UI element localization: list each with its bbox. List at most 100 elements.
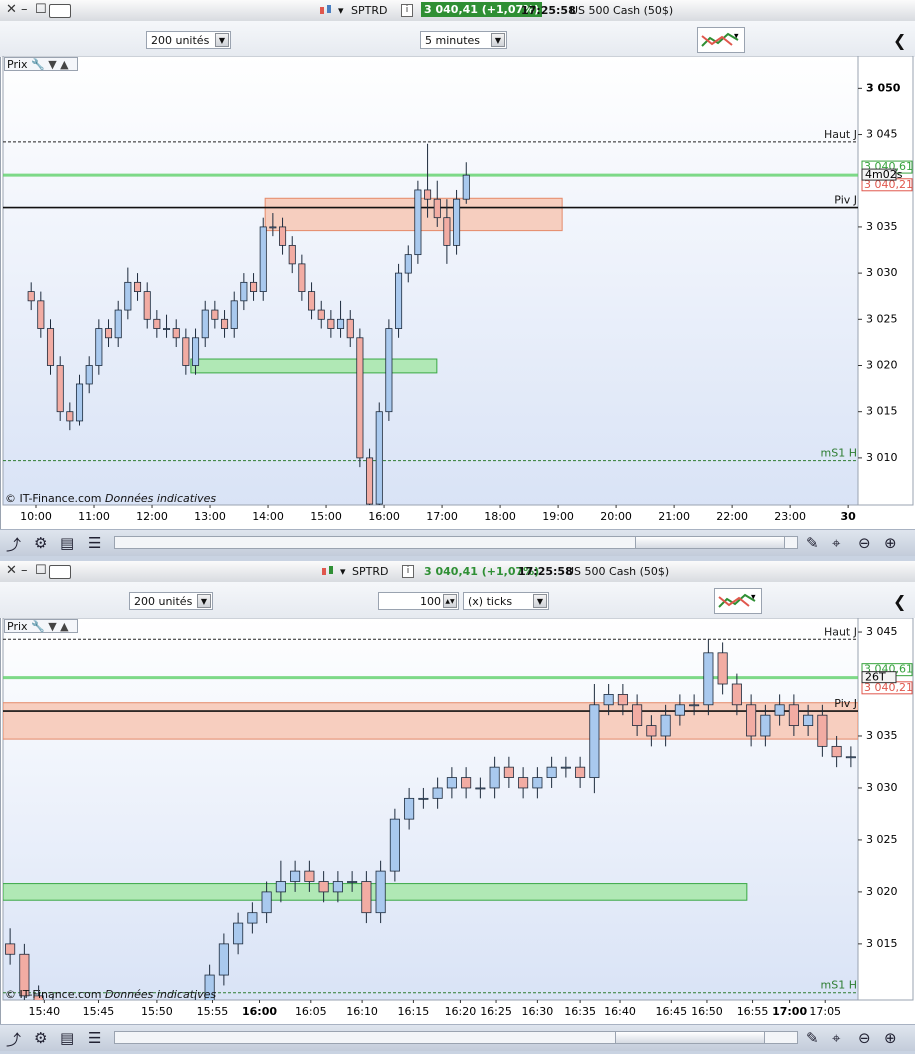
countdown: 26T — [865, 671, 886, 684]
period-dropdown[interactable]: 5 minutes ▼ — [420, 31, 507, 49]
candle-body — [575, 766, 586, 778]
period-dropdown[interactable]: (x) ticks ▼ — [463, 592, 549, 610]
x-tick-label: 16:45 — [655, 1005, 687, 1018]
symbol: SPTRD — [352, 565, 389, 578]
scroll-track[interactable] — [114, 536, 798, 549]
draw-button[interactable]: ✎ — [806, 534, 819, 552]
x-tick-label: 20:00 — [600, 510, 632, 523]
indicator-button[interactable]: ▾ — [714, 588, 762, 614]
maximize-button[interactable]: ☐ — [35, 563, 47, 578]
tool-button[interactable]: ⚙ — [34, 534, 48, 552]
candle-body — [221, 318, 229, 329]
candle-body — [337, 318, 345, 329]
units-dropdown[interactable]: 200 unités ▼ — [146, 31, 231, 49]
period: (x) ticks — [468, 595, 513, 608]
side-button[interactable]: ❮ — [893, 592, 907, 611]
x-tick-label: 17:00 — [772, 1005, 807, 1018]
level-label: Haut J — [824, 625, 857, 638]
y-tick-label: 3 010 — [866, 451, 898, 464]
candle-body — [462, 174, 470, 200]
symbol-dropdown[interactable]: ▾ — [338, 4, 344, 17]
candle-body — [124, 281, 132, 311]
zoom-fit-button[interactable]: ⌖ — [832, 534, 841, 552]
level-label: mS1 H — [821, 979, 857, 992]
candle-body — [201, 309, 209, 339]
zoom-fit-button[interactable]: ⌖ — [832, 1029, 841, 1047]
candle-icon[interactable] — [320, 564, 336, 578]
x-tick-label: 16:35 — [564, 1005, 596, 1018]
title-bar: ✕ – ☐ ▾ SPTRD i 3 040,41 (+1,07%) 17:25:… — [0, 561, 915, 583]
y-tick-label: 3 025 — [866, 312, 898, 325]
y-tick-label: 3 050 — [866, 81, 901, 94]
copyright: © IT-Finance.com — [5, 988, 102, 1001]
side-button[interactable]: ❮ — [893, 31, 907, 50]
minimize-button[interactable]: – — [21, 563, 28, 578]
tool-button[interactable]: ⚙ — [34, 1029, 48, 1047]
candle-body — [261, 891, 272, 914]
keyboard-button[interactable] — [49, 4, 71, 18]
scroll-track[interactable] — [114, 1031, 798, 1044]
minimize-button[interactable]: – — [21, 2, 28, 17]
x-tick-label: 15:50 — [141, 1005, 173, 1018]
share-button[interactable]: ⤴ — [6, 1031, 22, 1049]
draw-button[interactable]: ✎ — [806, 1029, 819, 1047]
candle-body — [308, 291, 316, 311]
x-tick-label: 17:05 — [809, 1005, 841, 1018]
share-button[interactable]: ⤴ — [6, 536, 22, 554]
candle-body — [27, 291, 35, 302]
icon-arrow: ▾ — [751, 593, 756, 603]
y-tick-label: 3 030 — [866, 266, 898, 279]
candle-body — [192, 337, 200, 366]
panel-tools[interactable]: 🔧 ▼ ▲ — [31, 620, 69, 633]
dropdown-arrow: ▼ — [215, 33, 229, 47]
candle-body — [461, 777, 472, 789]
zoom-out-button[interactable]: ⊖ — [858, 1029, 871, 1047]
zoom-out-button[interactable]: ⊖ — [858, 534, 871, 552]
tick-count-input[interactable]: 100 ▲▼ — [378, 592, 459, 610]
candle-body — [689, 704, 700, 707]
x-tick-label: 16:55 — [737, 1005, 769, 1018]
layers-button[interactable]: ☰ — [88, 534, 102, 552]
candle-body — [56, 365, 64, 413]
candle-body — [674, 704, 685, 716]
scroll-bar: ⤴ ⚙ ▤ ☰ ✎ ⌖ ⊖ ⊕ — [0, 529, 915, 556]
info-button[interactable]: i — [401, 4, 413, 17]
zoom-in-button[interactable]: ⊕ — [884, 534, 897, 552]
candle-body — [347, 881, 358, 883]
x-tick-label: 18:00 — [484, 510, 516, 523]
candle-icon[interactable] — [318, 3, 334, 17]
keyboard-button[interactable] — [49, 565, 71, 579]
info-button[interactable]: i — [402, 565, 414, 578]
maximize-button[interactable]: ☐ — [35, 2, 47, 17]
title-bar: ✕ – ☐ ▾ SPTRD i 3 040,41 (+1,07%) 17:25:… — [0, 0, 915, 22]
close-button[interactable]: ✕ — [6, 2, 17, 17]
candle-body — [404, 254, 412, 274]
candle-body — [489, 766, 500, 789]
list-button[interactable]: ▤ — [60, 1029, 75, 1047]
candle-body — [395, 272, 403, 329]
copyright: © IT-Finance.com — [5, 492, 102, 505]
plot-area — [2, 618, 859, 1001]
symbol-dropdown[interactable]: ▾ — [340, 565, 346, 578]
instrument: US 500 Cash (50$) — [566, 565, 670, 578]
x-tick-label: 19:00 — [542, 510, 574, 523]
list-button[interactable]: ▤ — [60, 534, 75, 552]
indicator-button[interactable]: ▾ — [697, 27, 745, 53]
close-button[interactable]: ✕ — [6, 563, 17, 578]
scroll-thumb[interactable] — [615, 1032, 765, 1043]
candle-body — [646, 725, 657, 737]
units-dropdown[interactable]: 200 unités ▼ — [129, 592, 213, 610]
layers-button[interactable]: ☰ — [88, 1029, 102, 1047]
spinner[interactable]: ▲▼ — [443, 594, 457, 608]
zoom-in-button[interactable]: ⊕ — [884, 1029, 897, 1047]
price-axis — [857, 56, 914, 506]
x-tick-label: 10:00 — [20, 510, 52, 523]
plot-area — [2, 56, 859, 506]
candle-body — [259, 226, 267, 292]
candle-body — [532, 777, 543, 789]
x-tick-label: 15:00 — [310, 510, 342, 523]
plot — [3, 141, 858, 505]
disclaimer: Données indicatives — [105, 492, 217, 505]
panel-tools[interactable]: 🔧 ▼ ▲ — [31, 58, 69, 71]
scroll-thumb[interactable] — [635, 537, 785, 548]
